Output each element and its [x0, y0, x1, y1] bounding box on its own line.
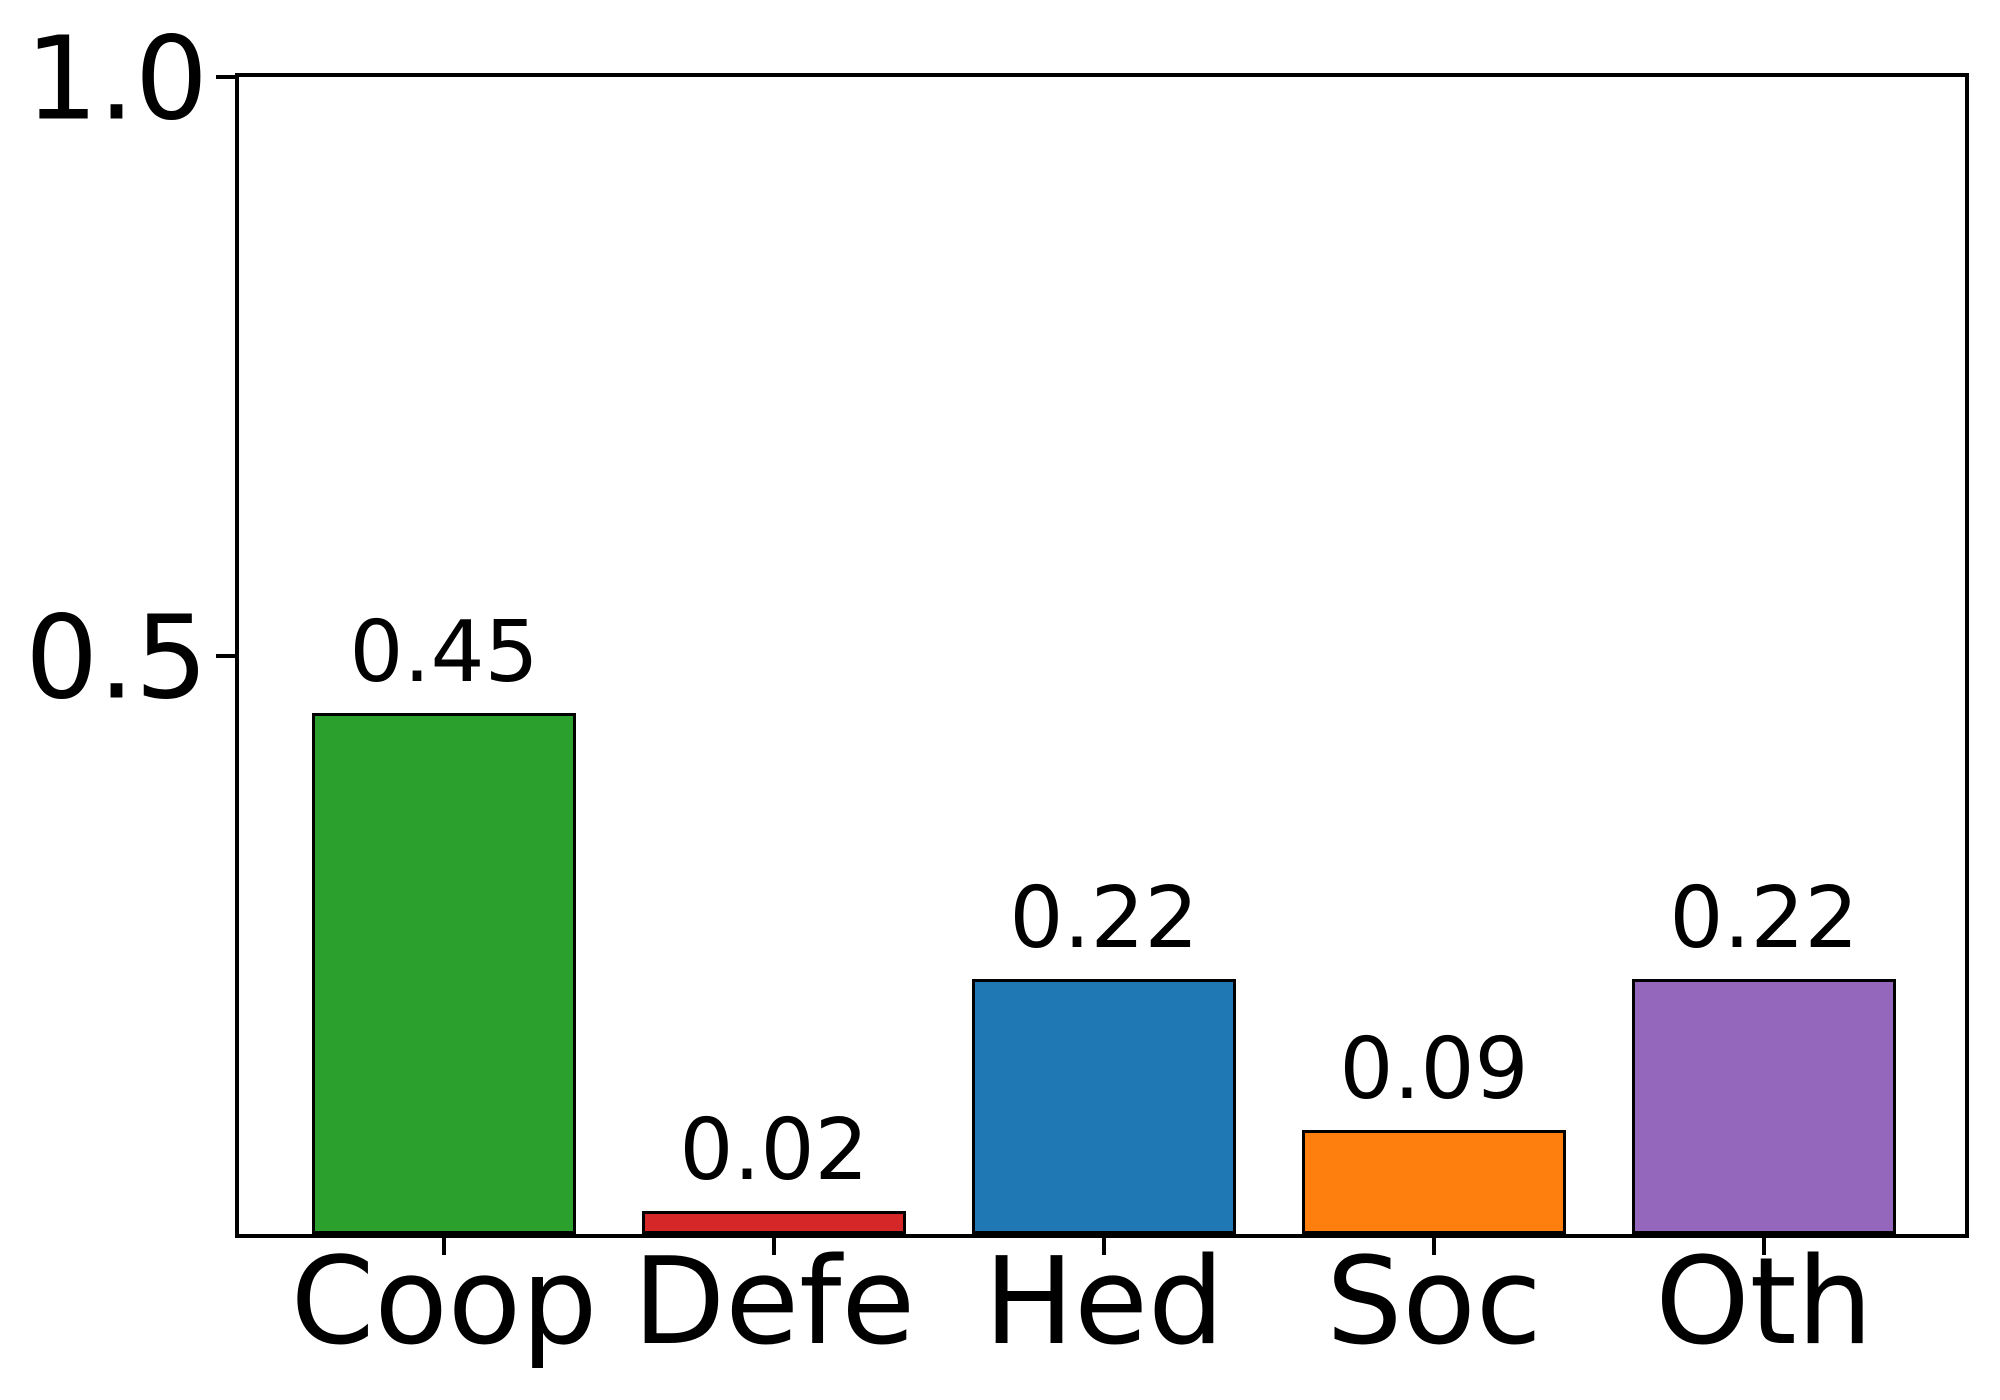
bar-value-label-coop: 0.45	[349, 603, 539, 703]
y-tick-label-0-5: 0.5	[25, 591, 208, 725]
y-tick-mark-0-5	[216, 653, 235, 658]
x-tick-label-oth: Oth	[1655, 1233, 1873, 1372]
bar-value-label-soc: 0.09	[1339, 1019, 1529, 1119]
bar-coop	[312, 713, 576, 1234]
x-tick-label-hed: Hed	[983, 1233, 1225, 1372]
bar-soc	[1302, 1129, 1566, 1234]
x-tick-label-soc: Soc	[1326, 1233, 1542, 1372]
bar-value-label-defe: 0.02	[679, 1100, 869, 1200]
x-tick-mark-hed	[1102, 1238, 1106, 1255]
bar-oth	[1632, 979, 1896, 1234]
x-tick-mark-soc	[1432, 1238, 1436, 1255]
bar-defe	[642, 1210, 906, 1234]
x-tick-mark-oth	[1762, 1238, 1766, 1255]
x-tick-label-coop: Coop	[290, 1233, 598, 1372]
x-tick-mark-coop	[442, 1238, 446, 1255]
bar-hed	[972, 979, 1236, 1234]
x-tick-label-defe: Defe	[632, 1233, 916, 1372]
plot-area: 0.45 0.02 0.22 0.09 0.22	[235, 73, 1969, 1238]
bar-value-label-oth: 0.22	[1669, 869, 1859, 969]
bar-value-label-hed: 0.22	[1009, 869, 1199, 969]
x-tick-mark-defe	[772, 1238, 776, 1255]
y-tick-label-1-0: 1.0	[25, 12, 208, 147]
y-tick-mark-1-0	[216, 75, 235, 79]
